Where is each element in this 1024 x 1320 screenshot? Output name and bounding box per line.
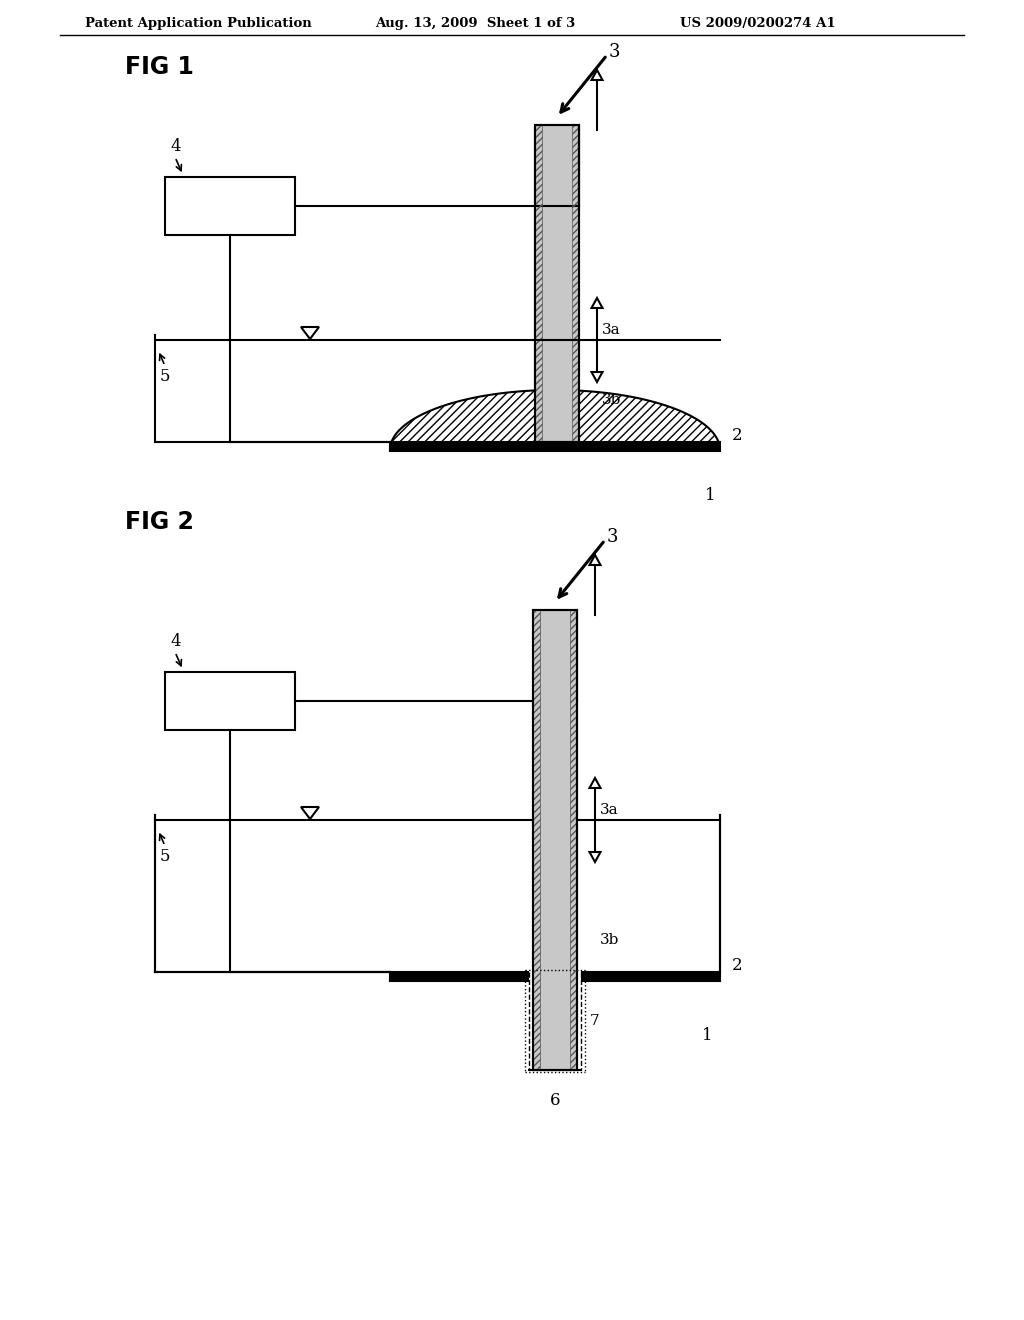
Bar — [535, 125, 542, 442]
Text: 4: 4 — [170, 139, 180, 154]
Text: 3: 3 — [609, 44, 621, 61]
Text: 3b: 3b — [600, 933, 620, 946]
Bar — [390, 972, 720, 981]
Bar — [534, 610, 577, 1071]
Polygon shape — [390, 389, 720, 450]
Bar — [165, 672, 295, 730]
Bar — [165, 177, 295, 235]
Text: 5: 5 — [160, 847, 171, 865]
Text: US 2009/0200274 A1: US 2009/0200274 A1 — [680, 17, 836, 30]
Text: 2: 2 — [732, 957, 742, 974]
Text: FIG 1: FIG 1 — [125, 55, 194, 79]
Text: 2: 2 — [732, 426, 742, 444]
Polygon shape — [592, 70, 602, 81]
Text: 7: 7 — [590, 1014, 600, 1028]
Polygon shape — [592, 372, 602, 381]
Bar — [535, 125, 579, 442]
Polygon shape — [590, 777, 600, 788]
Text: 1: 1 — [705, 487, 716, 503]
Text: Patent Application Publication: Patent Application Publication — [85, 17, 311, 30]
Text: 3a: 3a — [600, 803, 618, 817]
Bar — [534, 610, 577, 1071]
Text: 3a: 3a — [602, 323, 621, 337]
Bar — [572, 125, 579, 442]
Bar — [535, 125, 579, 442]
Text: 3: 3 — [607, 528, 618, 546]
Text: 6: 6 — [550, 1092, 560, 1109]
Polygon shape — [390, 909, 720, 979]
Text: 4: 4 — [170, 634, 180, 649]
Bar — [390, 442, 720, 451]
Polygon shape — [590, 851, 600, 862]
Bar — [534, 610, 540, 1071]
Bar — [570, 610, 577, 1071]
Polygon shape — [590, 554, 600, 565]
Text: 3b: 3b — [602, 393, 622, 407]
Text: 5: 5 — [160, 368, 171, 385]
Text: FIG 2: FIG 2 — [125, 510, 194, 535]
Text: Aug. 13, 2009  Sheet 1 of 3: Aug. 13, 2009 Sheet 1 of 3 — [375, 17, 575, 30]
Bar — [529, 968, 581, 1071]
Text: 1: 1 — [702, 1027, 713, 1044]
Polygon shape — [592, 298, 602, 308]
Bar — [155, 820, 720, 972]
